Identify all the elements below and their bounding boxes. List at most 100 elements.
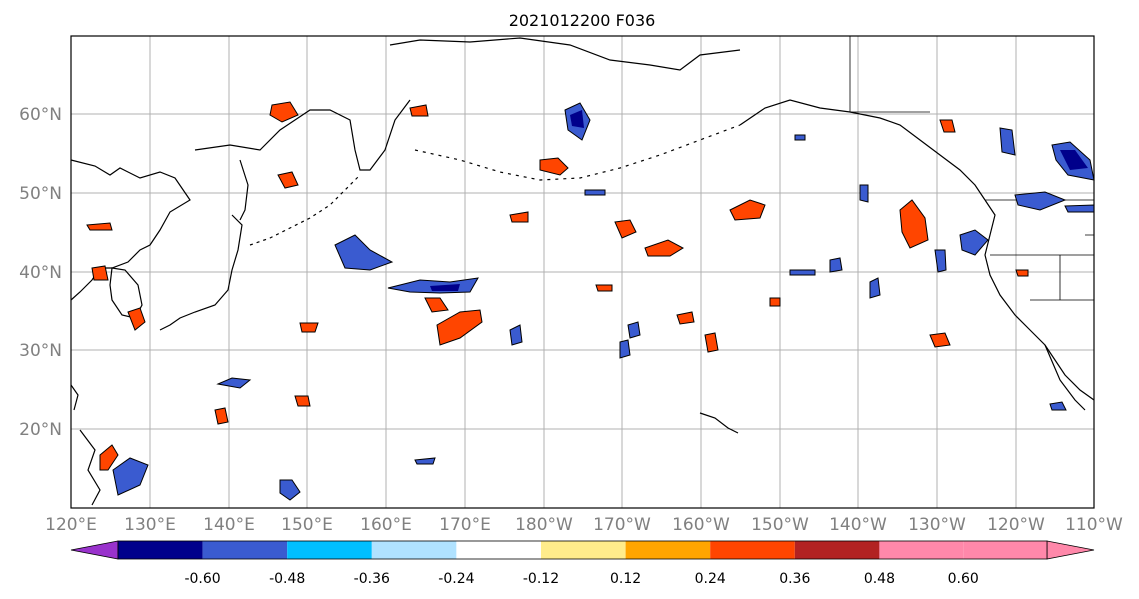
lat-label: 50°N	[19, 184, 62, 204]
colorbar-tick-label: -0.48	[269, 571, 305, 587]
pos-blob	[269, 101, 299, 123]
neg-blob	[934, 249, 947, 273]
negative-anomalies	[112, 102, 1095, 501]
colorbar-outline	[117, 540, 1048, 560]
colorbar-segment	[287, 541, 372, 559]
colorbar-tick-label: 0.12	[610, 571, 641, 587]
colorbar-segment	[456, 541, 541, 559]
kuril-islands	[249, 174, 361, 246]
lat-label: 40°N	[19, 263, 62, 283]
pos-blob	[91, 265, 109, 281]
pos-blob	[614, 219, 637, 239]
neg-blob	[216, 377, 252, 389]
neg-blob	[430, 284, 460, 291]
pos-blob	[939, 119, 956, 133]
lon-label: 170°W	[593, 515, 651, 535]
colorbar-tick-label: -0.24	[438, 571, 474, 587]
map-frame	[70, 35, 1095, 509]
lon-label: 150°W	[751, 515, 809, 535]
neg-blob	[794, 134, 806, 141]
colorbar-tick-label: 0.36	[779, 571, 810, 587]
lon-label: 120°E	[45, 515, 97, 535]
pos-blob	[539, 157, 569, 176]
aleutian-islands	[414, 124, 741, 181]
pos-blob	[436, 309, 483, 346]
gridlines	[71, 36, 1094, 508]
lon-label: 180°W	[515, 515, 573, 535]
neg-blob	[789, 269, 816, 276]
colorbar-segment	[371, 541, 457, 559]
colorbar-segment	[118, 541, 203, 559]
colorbar-tick-label: 0.24	[695, 571, 726, 587]
neg-blob	[859, 184, 869, 203]
neg-blob	[279, 479, 301, 501]
neg-blob	[619, 339, 631, 359]
lon-label: 140°E	[203, 515, 255, 535]
longitude-labels: 120°E 130°E 140°E 150°E 160°E 170°E 180°…	[45, 515, 1123, 535]
neg-blob	[627, 321, 641, 339]
pos-blob	[644, 239, 685, 257]
pos-blob	[294, 395, 311, 407]
pos-blob	[509, 211, 529, 223]
lon-label: 140°W	[829, 515, 887, 535]
neg-blob	[829, 257, 843, 273]
map-title: 2021012200 F036	[509, 11, 656, 30]
neg-blob	[584, 189, 606, 196]
colorbar-tick-label: -0.60	[184, 571, 220, 587]
neg-blob	[334, 234, 394, 271]
lat-label: 30°N	[19, 341, 62, 361]
colorbar-segment	[625, 541, 711, 559]
pos-blob	[127, 307, 146, 331]
neg-blob	[1064, 204, 1095, 213]
pos-blob	[214, 407, 229, 425]
pos-blob	[729, 199, 766, 221]
colorbar-segment	[710, 541, 795, 559]
pos-blob	[99, 444, 119, 471]
neg-blob	[959, 229, 989, 256]
lon-label: 160°E	[360, 515, 412, 535]
lon-label: 160°W	[672, 515, 730, 535]
sakhalin-coastline	[239, 159, 249, 221]
japan-coastline	[159, 214, 243, 331]
colorbar: -0.60 -0.48 -0.36 -0.24 -0.12 0.12 0.24 …	[70, 540, 1095, 587]
neg-blob	[1014, 191, 1067, 211]
na-west-coastline	[984, 199, 1095, 401]
lon-label: 130°W	[908, 515, 966, 535]
hawaii-islands	[699, 412, 739, 434]
lat-label: 20°N	[19, 420, 62, 440]
colorbar-extend-high	[1046, 540, 1095, 560]
alaska-coastline	[739, 99, 986, 201]
colorbar-tick-label: 0.60	[948, 571, 979, 587]
pos-blob	[929, 332, 951, 348]
neg-blob	[1049, 401, 1067, 411]
taiwan-coastline	[70, 384, 79, 411]
lon-label: 130°E	[124, 515, 176, 535]
pos-blob	[769, 297, 781, 307]
neg-blob	[999, 127, 1016, 156]
coastlines	[70, 37, 1095, 506]
pos-blob	[1015, 269, 1029, 277]
colorbar-tick-label: 0.48	[864, 571, 895, 587]
colorbar-segment	[879, 541, 964, 559]
pos-blob	[424, 297, 449, 313]
neg-blob	[869, 277, 881, 299]
lat-label: 60°N	[19, 105, 62, 125]
latitude-labels: 60°N 50°N 40°N 30°N 20°N	[19, 105, 62, 440]
colorbar-segment	[794, 541, 880, 559]
contour-fields	[86, 101, 1095, 501]
neg-blob	[570, 110, 584, 128]
pos-blob	[86, 222, 113, 231]
colorbar-tick-label: -0.12	[523, 571, 559, 587]
colorbar-tick-label: -0.36	[354, 571, 390, 587]
pos-blob	[704, 332, 719, 353]
pos-blob	[277, 171, 299, 189]
pos-blob	[409, 104, 429, 117]
neg-blob	[414, 457, 436, 465]
philippines-coastline	[79, 429, 101, 506]
pos-blob	[299, 322, 319, 333]
pos-blob	[899, 199, 929, 249]
lon-label: 170°E	[439, 515, 491, 535]
pos-blob	[595, 284, 613, 292]
kamchatka-coastline	[194, 99, 411, 171]
